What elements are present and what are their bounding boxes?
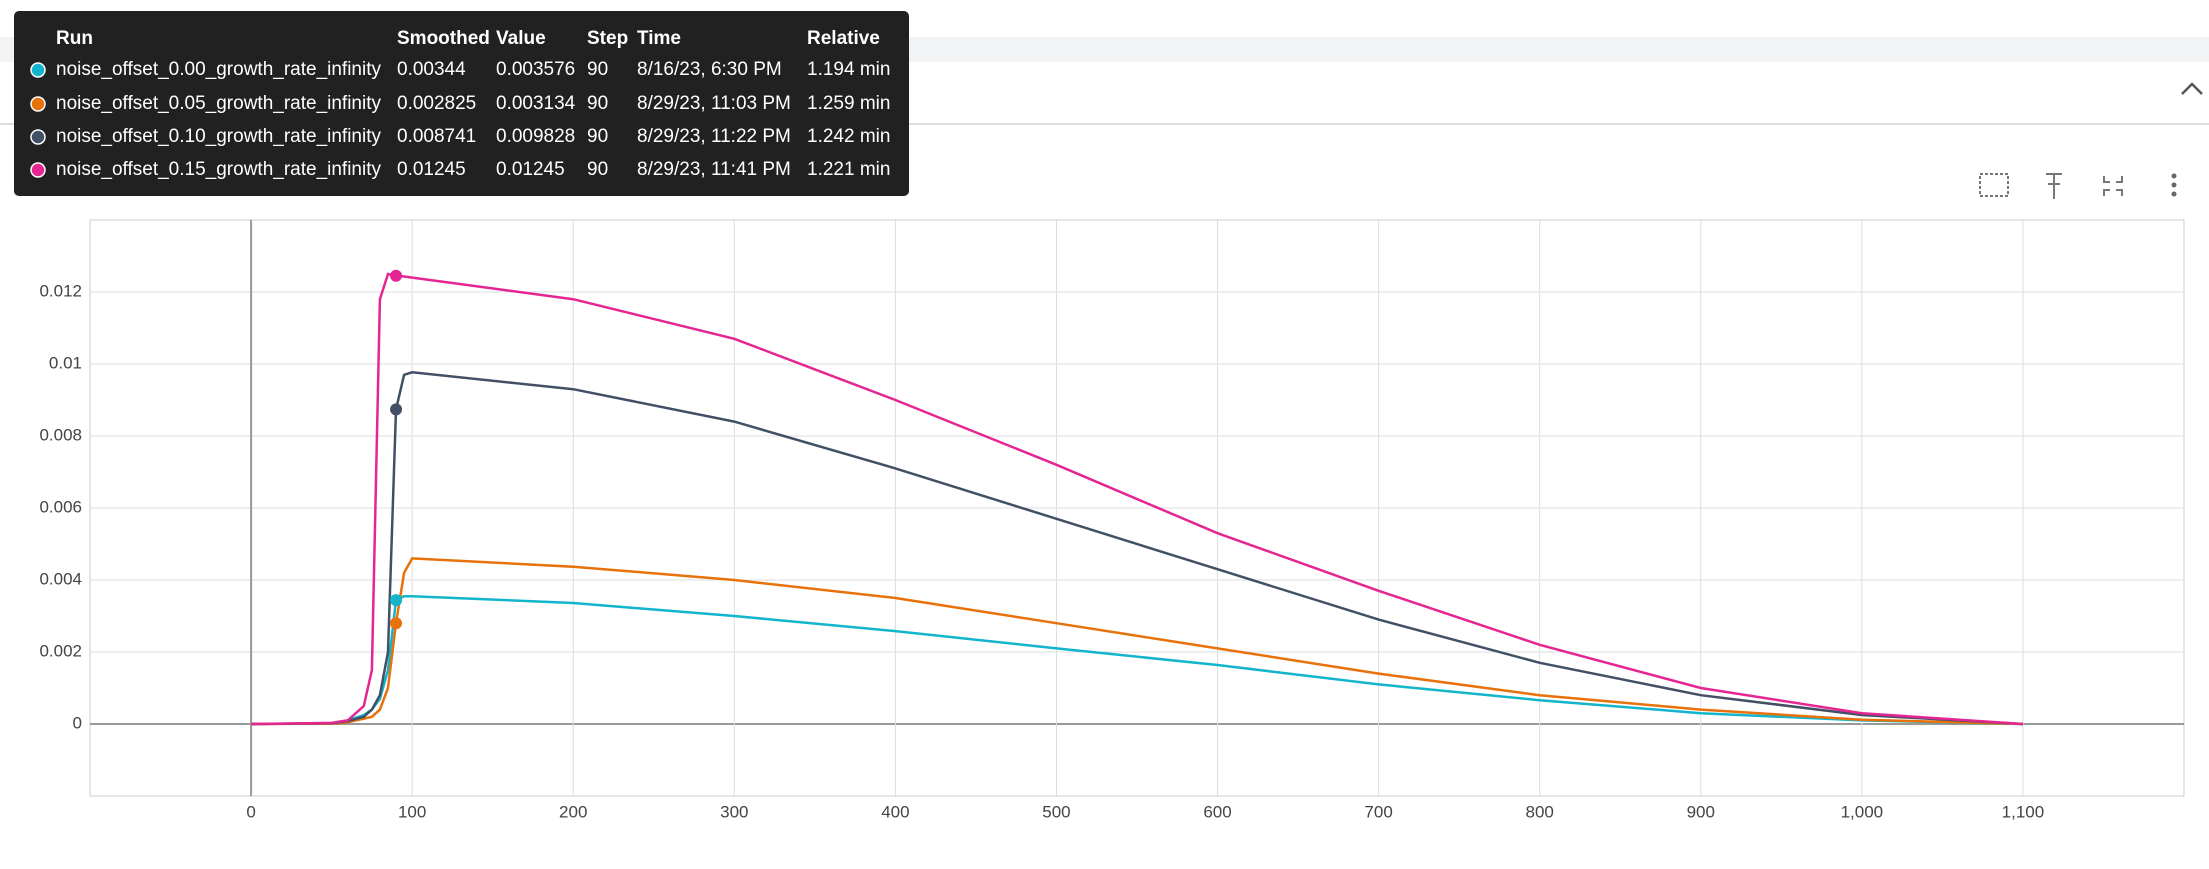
tooltip-cell: 1.194 min (807, 59, 890, 80)
expand-button[interactable] (2103, 176, 2123, 196)
series-line (251, 371, 2023, 726)
legend-swatch (30, 162, 46, 178)
tooltip-cell: 90 (587, 159, 608, 180)
y-tick-label: 0.008 (39, 425, 82, 444)
tooltip-cell: 8/16/23, 6:30 PM (637, 59, 782, 80)
plot-area: 0 0.002 0.004 0.006 0.008 0.01 0.012 0 100 200 300… (39, 219, 2185, 821)
legend-swatch (30, 129, 46, 145)
y-tick-label: 0.01 (49, 353, 82, 372)
y-tick-label: 0.006 (39, 497, 82, 516)
series-line (251, 594, 2023, 726)
tooltip-cell: 90 (587, 126, 608, 147)
tooltip-box (14, 11, 909, 196)
y-tick-label: 0 (73, 713, 82, 732)
tooltip-cell: 1.242 min (807, 126, 890, 147)
hover-marker (390, 403, 403, 416)
hover-marker (390, 269, 403, 282)
tooltip-cell: 0.01245 (496, 159, 565, 180)
x-tick-label: 1,000 (1841, 802, 1884, 821)
tooltip-header: Step (587, 28, 628, 49)
x-tick-label: 800 (1526, 802, 1554, 821)
x-tick-label: 0 (246, 802, 255, 821)
tooltip-cell: 1.221 min (807, 159, 890, 180)
tooltip-cell: 0.01245 (397, 159, 466, 180)
fit-button[interactable] (1979, 173, 2009, 197)
tooltip-cell: 1.259 min (807, 93, 890, 114)
tooltip-header: Time (637, 28, 681, 49)
tooltip-cell: 0.008741 (397, 126, 476, 147)
collapse-button[interactable] (2181, 82, 2203, 95)
hover-marker (390, 594, 403, 607)
series-line (251, 557, 2023, 726)
run-name: noise_offset_0.00_growth_rate_infinity (56, 59, 381, 80)
tooltip-cell: 0.009828 (496, 126, 575, 147)
run-name: noise_offset_0.15_growth_rate_infinity (56, 159, 381, 180)
x-tick-label: 600 (1203, 802, 1231, 821)
y-tick-label: 0.004 (39, 569, 82, 588)
run-name: noise_offset_0.10_growth_rate_infinity (56, 126, 381, 147)
legend-swatch (30, 96, 46, 112)
tooltip-cell: 0.002825 (397, 93, 476, 114)
x-tick-label: 100 (398, 802, 426, 821)
series-line (251, 272, 2023, 726)
tooltip-cell: 8/29/23, 11:22 PM (637, 126, 791, 147)
x-tick-label: 500 (1042, 802, 1070, 821)
tooltip-cell: 8/29/23, 11:03 PM (637, 93, 791, 114)
x-tick-label: 700 (1364, 802, 1392, 821)
legend-swatch (30, 62, 46, 78)
hover-marker (390, 617, 403, 630)
toolbar (1979, 173, 2177, 199)
tooltip-header: Value (496, 28, 546, 49)
tooltip-cell: 90 (587, 93, 608, 114)
tooltip-header: Smoothed (397, 28, 490, 49)
tooltip-cell: 0.003576 (496, 59, 575, 80)
x-tick-label: 900 (1687, 802, 1715, 821)
x-tick-label: 300 (720, 802, 748, 821)
pin-button[interactable] (2046, 173, 2062, 199)
x-tick-label: 200 (559, 802, 587, 821)
menu-button[interactable] (2171, 173, 2177, 197)
x-tick-label: 400 (881, 802, 909, 821)
tooltip-header: Run (56, 28, 93, 49)
x-tick-label: 1,100 (2002, 802, 2045, 821)
y-tick-label: 0.002 (39, 641, 82, 660)
run-name: noise_offset_0.05_growth_rate_infinity (56, 93, 381, 114)
y-tick-label: 0.012 (39, 281, 82, 300)
tooltip-cell: 90 (587, 59, 608, 80)
tooltip-cell: 8/29/23, 11:41 PM (637, 159, 791, 180)
tooltip-cell: 0.003134 (496, 93, 576, 114)
tooltip-cell: 0.00344 (397, 59, 466, 80)
tooltip-header: Relative (807, 28, 880, 49)
tooltip: Run Smoothed Value Step Time Relative noise_of… (14, 11, 909, 196)
